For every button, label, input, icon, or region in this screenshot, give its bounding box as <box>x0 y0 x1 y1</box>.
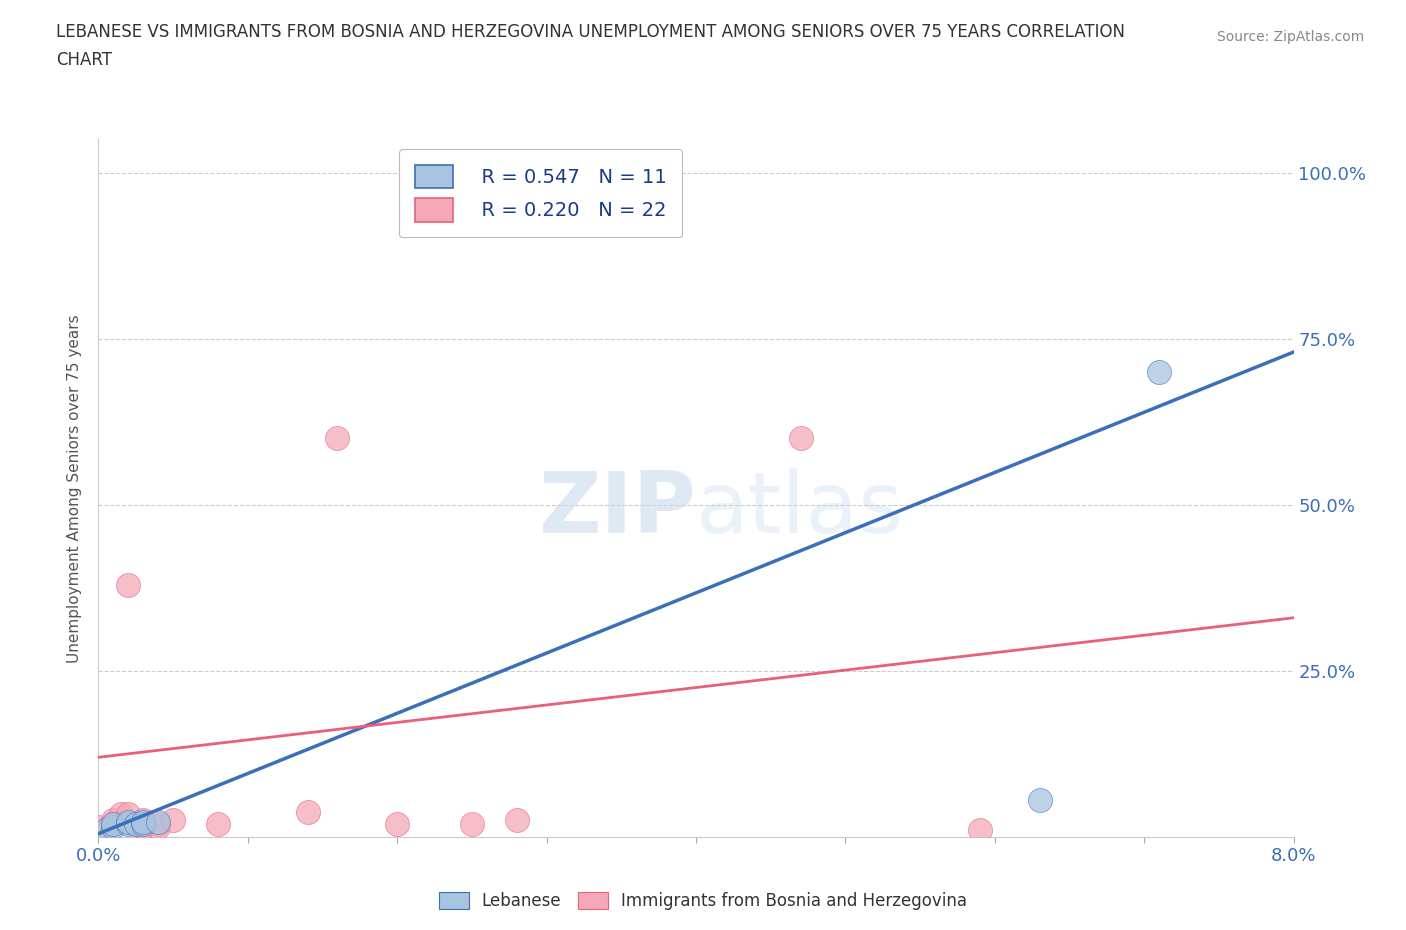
Y-axis label: Unemployment Among Seniors over 75 years: Unemployment Among Seniors over 75 years <box>67 314 83 662</box>
Point <box>1147 365 1170 379</box>
Text: LEBANESE VS IMMIGRANTS FROM BOSNIA AND HERZEGOVINA UNEMPLOYMENT AMONG SENIORS OV: LEBANESE VS IMMIGRANTS FROM BOSNIA AND H… <box>56 23 1125 41</box>
Point <box>461 817 484 831</box>
Point <box>132 815 155 830</box>
Point <box>148 815 170 830</box>
Point <box>162 813 184 828</box>
Point <box>117 578 139 592</box>
Point <box>326 431 349 445</box>
Point <box>103 819 125 834</box>
Text: ZIP: ZIP <box>538 468 696 551</box>
Point <box>125 817 148 831</box>
Legend:   R = 0.547   N = 11,   R = 0.220   N = 22: R = 0.547 N = 11, R = 0.220 N = 22 <box>399 149 682 237</box>
Point <box>789 431 811 445</box>
Point <box>148 819 170 834</box>
Point <box>103 817 125 831</box>
Point <box>117 806 139 821</box>
Text: Source: ZipAtlas.com: Source: ZipAtlas.com <box>1216 30 1364 44</box>
Point <box>207 817 229 831</box>
Point <box>117 817 139 831</box>
Point <box>103 817 125 831</box>
Text: atlas: atlas <box>696 468 904 551</box>
Point <box>94 823 117 838</box>
Point <box>132 813 155 828</box>
Point <box>103 813 125 828</box>
Point <box>87 819 110 834</box>
Point <box>132 817 155 831</box>
Point <box>385 817 409 831</box>
Point <box>1028 793 1050 808</box>
Point <box>132 819 155 834</box>
Point <box>87 826 110 841</box>
Point <box>132 817 155 831</box>
Point <box>506 813 529 828</box>
Point <box>969 823 991 838</box>
Point <box>110 806 132 821</box>
Point <box>148 817 170 831</box>
Legend: Lebanese, Immigrants from Bosnia and Herzegovina: Lebanese, Immigrants from Bosnia and Her… <box>432 885 974 917</box>
Point <box>125 817 148 831</box>
Point <box>117 815 139 830</box>
Text: CHART: CHART <box>56 51 112 69</box>
Point <box>297 804 319 819</box>
